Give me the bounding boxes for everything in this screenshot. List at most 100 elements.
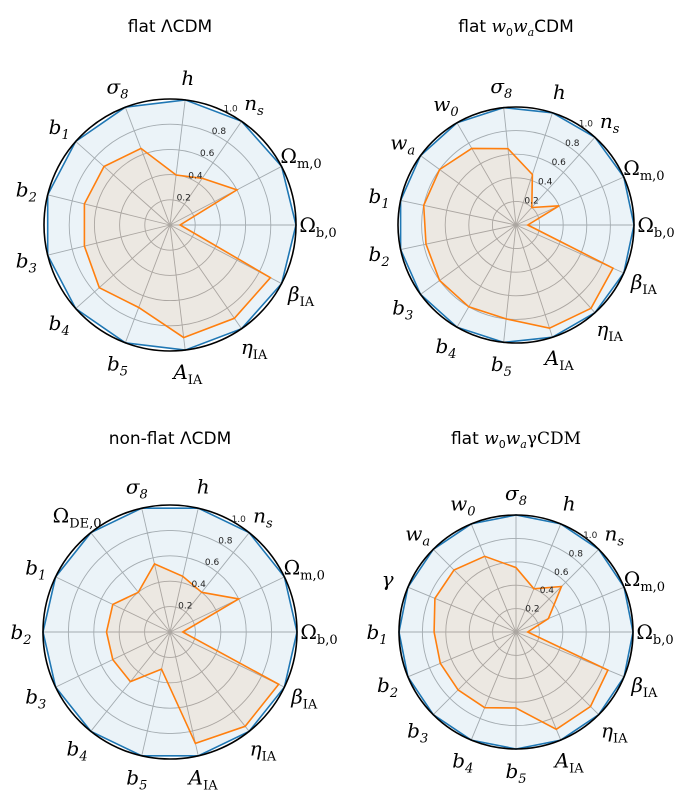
axis-label: b5 — [491, 352, 512, 380]
spoke — [515, 224, 596, 313]
axis-label: h — [181, 66, 194, 90]
axis-label: b2 — [16, 178, 37, 206]
spoke — [47, 224, 171, 256]
panel-title: flat w0waγCDM — [451, 429, 581, 451]
radar-panel-1: flat ΛCDM 0.2 0.4 0.6 0.8 1.0 ns Ωm,0 Ωb,0 βIA ηIA… — [16, 17, 337, 388]
radial-tick-label: 0.8 — [565, 139, 580, 149]
series-2-polygon — [83, 147, 272, 339]
axis-label: ΩDE,0 — [53, 504, 102, 532]
spoke — [515, 523, 562, 633]
axis-label: w0 — [450, 492, 475, 520]
radial-tick-label: 0.4 — [192, 580, 207, 590]
series-2-polygon — [422, 147, 615, 330]
spoke — [470, 523, 517, 633]
spoke — [169, 532, 250, 633]
spoke — [407, 586, 517, 633]
spoke — [169, 166, 282, 226]
radar-frame — [397, 106, 635, 344]
radial-tick-label: 0.6 — [552, 158, 567, 168]
axis-label: βIA — [287, 282, 315, 310]
spoke — [47, 194, 171, 226]
axis-label: b3 — [25, 685, 46, 713]
spoke — [470, 631, 517, 741]
spoke — [169, 576, 285, 633]
radial-tick-label: 0.4 — [540, 586, 555, 596]
spoke — [169, 224, 242, 329]
axis-label: b3 — [407, 718, 428, 746]
radial-tick-label: 0.4 — [188, 171, 203, 181]
spoke — [515, 548, 600, 633]
axis-label: b1 — [25, 555, 46, 583]
series-1-polygon — [46, 99, 297, 351]
axis-label: Ωm,0 — [624, 567, 665, 595]
axis-label: b4 — [435, 334, 456, 362]
axis-label: b5 — [107, 351, 128, 379]
spoke — [407, 631, 517, 678]
axis-label: w0 — [433, 92, 458, 120]
spoke — [169, 631, 199, 756]
axis-label: AIA — [171, 360, 203, 388]
axis-label: AIA — [187, 765, 219, 791]
spoke — [420, 224, 517, 295]
radial-tick-label: 0.2 — [178, 601, 192, 611]
axis-label: σ8 — [505, 481, 527, 509]
radial-tick-label: 1.0 — [223, 104, 238, 114]
axis-label: b2 — [377, 673, 398, 701]
axis-label: b3 — [16, 248, 37, 276]
axis-label: Ωb,0 — [300, 620, 337, 648]
axis-label: wa — [390, 131, 415, 159]
spoke — [503, 224, 517, 343]
spoke — [400, 224, 517, 250]
axis-label: b5 — [126, 765, 147, 791]
spoke — [169, 631, 250, 732]
panel-title: flat w0waCDM — [458, 17, 574, 39]
radar-frame — [43, 98, 297, 352]
spoke — [420, 155, 517, 226]
axis-label: b4 — [49, 311, 70, 339]
axis-label: b5 — [505, 759, 526, 787]
axis-label: σ8 — [126, 475, 148, 503]
spoke — [515, 176, 624, 226]
spoke — [400, 200, 517, 226]
axis-label: βIA — [630, 270, 658, 298]
spoke — [169, 224, 186, 351]
axis-label: σ8 — [490, 74, 512, 102]
axis-label: ns — [605, 522, 625, 550]
axis-label: b1 — [369, 184, 390, 212]
axis-label: Ωm,0 — [280, 144, 321, 172]
axis-label: h — [563, 492, 576, 516]
axis-label: Ωb,0 — [636, 620, 673, 648]
spoke — [515, 631, 600, 716]
spoke — [515, 137, 596, 226]
spoke — [169, 508, 199, 633]
spoke — [456, 224, 517, 328]
spoke — [503, 107, 517, 226]
spoke — [432, 548, 517, 633]
spoke — [141, 631, 171, 756]
axis-label: ηIA — [241, 335, 268, 363]
spoke — [432, 631, 517, 716]
spoke — [515, 631, 562, 741]
spoke — [124, 224, 171, 343]
spoke — [169, 121, 242, 226]
radial-tick-label: 0.2 — [524, 197, 538, 207]
axis-label: Ωm,0 — [284, 555, 325, 583]
panel-title: flat ΛCDM — [128, 17, 212, 37]
axis-label: h — [553, 80, 566, 104]
axis-label: ηIA — [601, 718, 628, 746]
spoke — [515, 586, 625, 633]
radial-tick-label: 0.2 — [177, 194, 191, 204]
axis-label: b1 — [366, 620, 387, 648]
axis-label: Ωm,0 — [623, 156, 664, 184]
radial-tick-label: 0.8 — [212, 127, 227, 137]
radar-panel-3: non-flat ΛCDM 0.2 0.4 0.6 0.8 1.0 ns Ωm,0 Ωb,0 βI… — [10, 429, 337, 791]
series-2-polygon — [105, 562, 280, 745]
axis-label: Ωb,0 — [299, 213, 336, 241]
spoke — [456, 122, 517, 226]
axis-label: b4 — [67, 736, 88, 764]
axis-label: b4 — [452, 748, 473, 776]
axis-label: AIA — [543, 346, 575, 374]
radial-tick-label: 0.6 — [554, 568, 569, 578]
